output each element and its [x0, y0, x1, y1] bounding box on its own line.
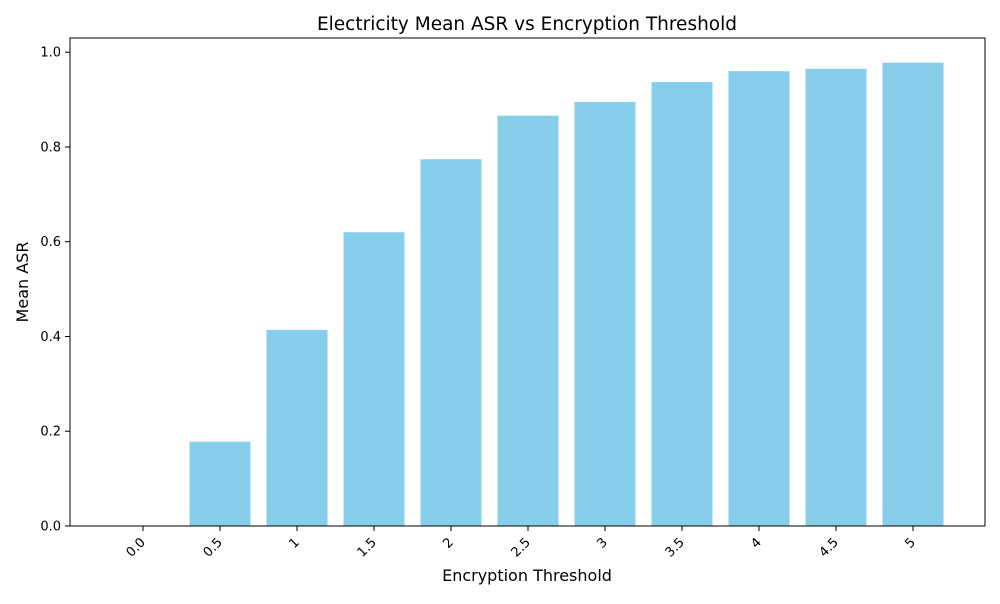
bar-1 [266, 329, 328, 526]
x-axis-title: Encryption Threshold [442, 566, 612, 585]
bar-2 [420, 159, 482, 527]
bar-3.5 [651, 82, 713, 526]
x-tick-label: 0.0 [124, 535, 149, 560]
bar-5 [882, 62, 944, 526]
x-tick-label: 5 [902, 535, 918, 551]
x-tick-label: 0.5 [201, 535, 226, 560]
bar-4 [728, 71, 790, 527]
y-axis-title: Mean ASR [13, 242, 32, 323]
y-axis: 0.0 0.2 0.4 0.6 0.8 1.0 [40, 46, 70, 535]
y-tick-label: 1.0 [40, 46, 61, 61]
y-tick-label: 0.0 [40, 520, 61, 535]
x-tick-label: 4.5 [817, 535, 842, 560]
x-tick-label: 1.5 [355, 535, 380, 560]
x-axis: 0.0 0.5 1 1.5 2 2.5 3 3.5 4 4.5 5 [124, 526, 919, 560]
bar-1.5 [343, 232, 405, 526]
chart-title: Electricity Mean ASR vs Encryption Thres… [317, 14, 737, 35]
y-tick-label: 0.2 [40, 425, 61, 440]
bar-0.5 [189, 441, 251, 526]
y-tick-label: 0.6 [40, 235, 61, 250]
bars-group [189, 62, 944, 527]
plot-frame [69, 37, 986, 527]
x-tick-label: 3 [594, 535, 610, 551]
x-tick-label: 2 [440, 535, 456, 551]
bar-2.5 [497, 115, 559, 526]
x-tick-label: 1 [286, 535, 302, 551]
x-tick-label: 2.5 [509, 535, 534, 560]
x-tick-label: 4 [748, 535, 764, 551]
bar-3 [574, 101, 636, 526]
y-tick-label: 0.8 [40, 140, 61, 155]
y-tick-label: 0.4 [40, 330, 61, 345]
x-tick-label: 3.5 [663, 535, 688, 560]
bar-4.5 [805, 68, 867, 527]
